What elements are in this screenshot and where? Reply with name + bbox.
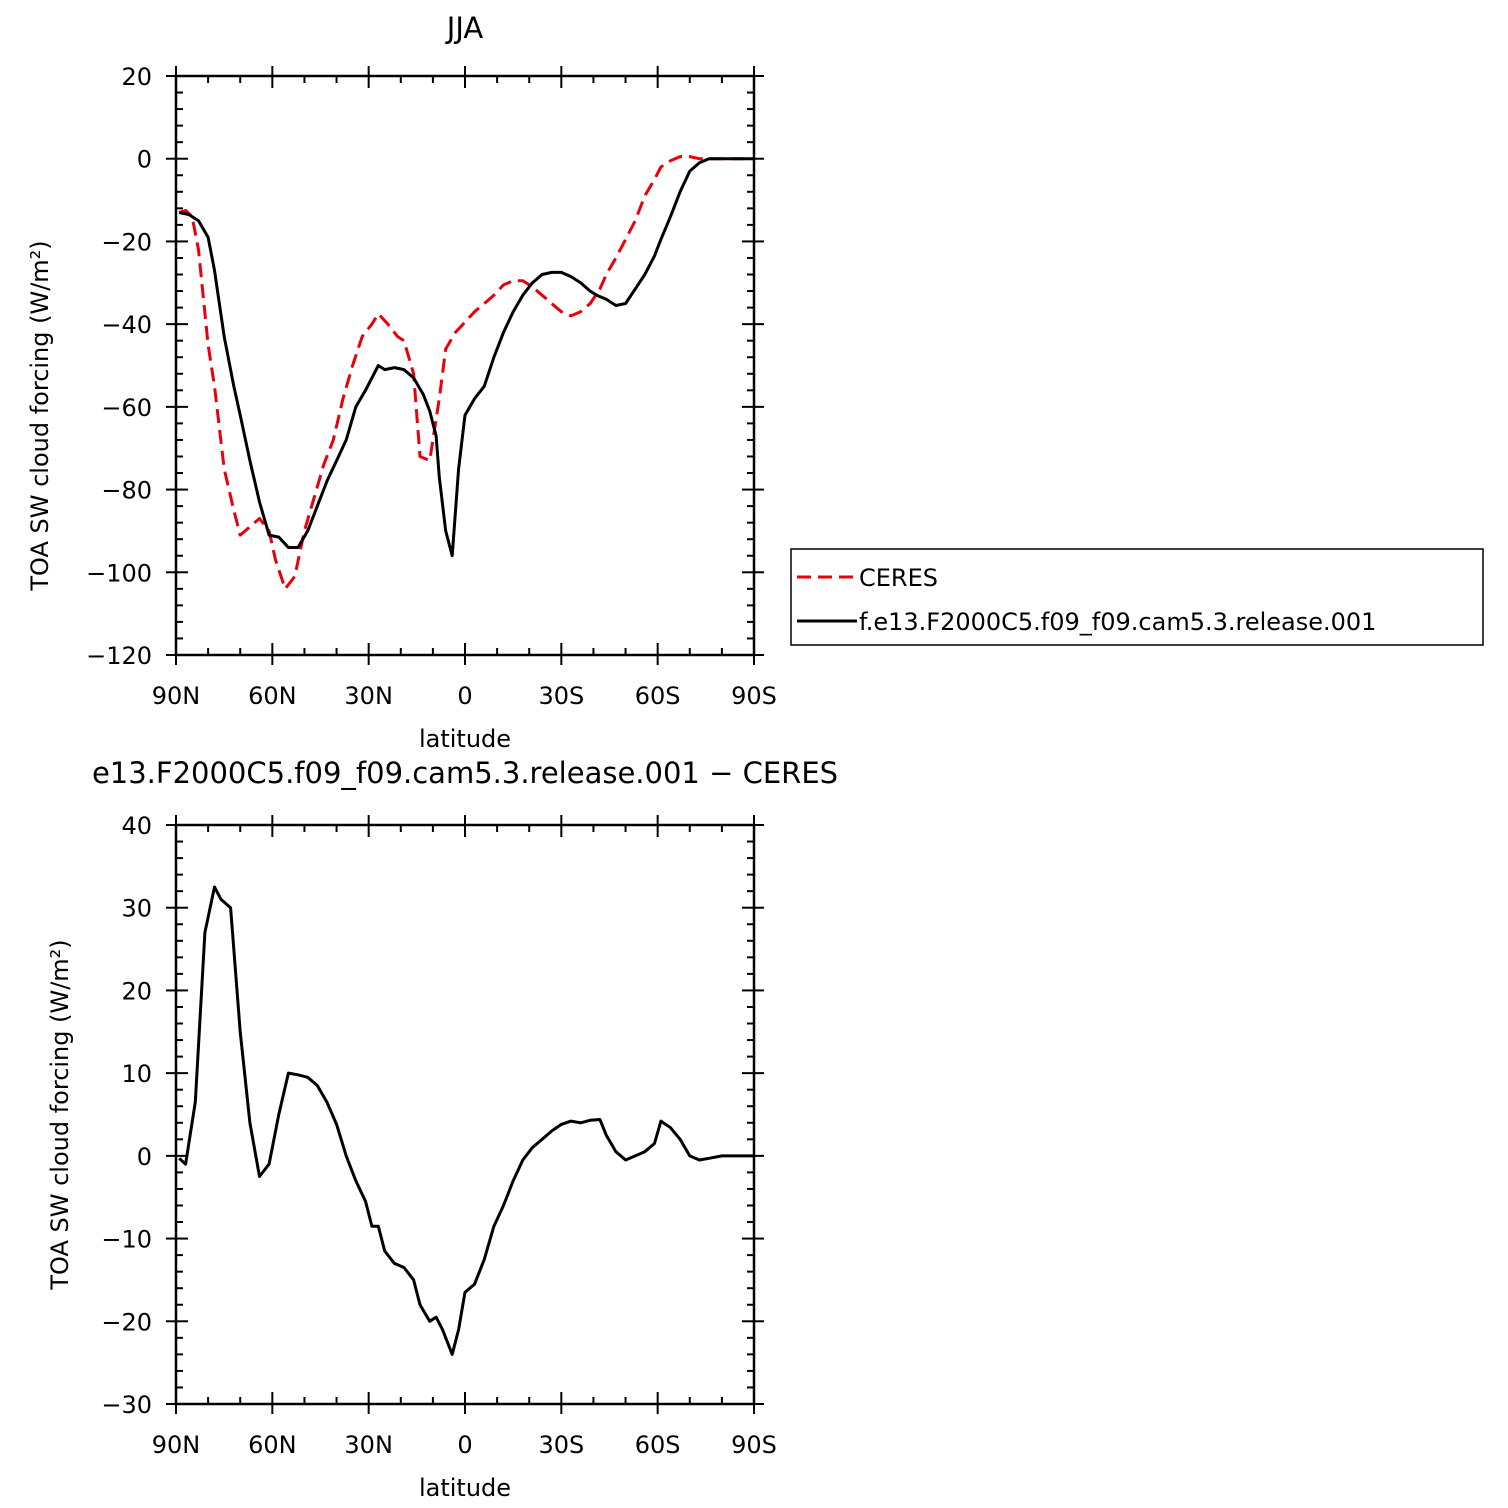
series-line-f-e13-f2000c5-f09-f09-cam5-3-release-001 (178, 157, 754, 558)
y-tick-label: −10 (101, 1226, 152, 1254)
y-tick-label: −40 (101, 311, 152, 339)
x-tick-label: 90N (152, 1431, 201, 1459)
series-line-ceres (178, 155, 754, 591)
legend-box (790, 548, 1484, 646)
y-axis-label: TOA SW cloud forcing (W/m²) (26, 240, 54, 591)
x-tick-label: 0 (457, 682, 472, 710)
x-tick-label: 90N (152, 682, 201, 710)
y-tick-label: 40 (121, 812, 152, 840)
x-axis-label: latitude (419, 1474, 511, 1502)
y-tick-label: −120 (86, 642, 152, 670)
bottom-panel: e13.F2000C5.f09_f09.cam5.3.release.001 −… (46, 756, 838, 1502)
top-panel: JJA 90N 60N 30N 0 30S 60S 90S 20 0 −20 −40 −60 −80 −10… (26, 11, 777, 753)
y-tick-label: −30 (101, 1391, 152, 1419)
y-tick-label: 0 (137, 146, 152, 174)
x-tick-label: 60N (248, 682, 297, 710)
x-axis-label: latitude (419, 725, 511, 753)
y-tick-label: −100 (86, 559, 152, 587)
legend: CERES f.e13.F2000C5.f09_f09.cam5.3.releas… (790, 548, 1484, 646)
x-tick-label: 60S (635, 1431, 681, 1459)
x-tick-label: 0 (457, 1431, 472, 1459)
bottom-panel-title: e13.F2000C5.f09_f09.cam5.3.release.001 −… (92, 756, 838, 790)
y-axis-label: TOA SW cloud forcing (W/m²) (46, 939, 74, 1290)
x-tick-label: 30S (538, 1431, 584, 1459)
top-panel-title: JJA (445, 11, 484, 45)
x-tick-label: 90S (731, 1431, 777, 1459)
y-tick-label: −60 (101, 394, 152, 422)
y-tick-label: 30 (121, 895, 152, 923)
bottom-panel-frame (174, 823, 756, 1406)
top-panel-frame (174, 74, 756, 657)
y-tick-label: 10 (121, 1060, 152, 1088)
legend-label: CERES (859, 564, 938, 592)
y-tick-label: 0 (137, 1143, 152, 1171)
y-tick-label: 20 (121, 63, 152, 91)
y-tick-label: −80 (101, 477, 152, 505)
series-line-difference (178, 885, 754, 1356)
x-tick-label: 60S (635, 682, 681, 710)
x-tick-label: 30S (538, 682, 584, 710)
x-tick-label: 60N (248, 1431, 297, 1459)
x-tick-label: 30N (344, 682, 393, 710)
y-tick-label: −20 (101, 228, 152, 256)
y-tick-label: 20 (121, 977, 152, 1005)
y-tick-label: −20 (101, 1308, 152, 1336)
legend-label: f.e13.F2000C5.f09_f09.cam5.3.release.001 (859, 608, 1376, 636)
x-tick-label: 90S (731, 682, 777, 710)
x-tick-label: 30N (344, 1431, 393, 1459)
